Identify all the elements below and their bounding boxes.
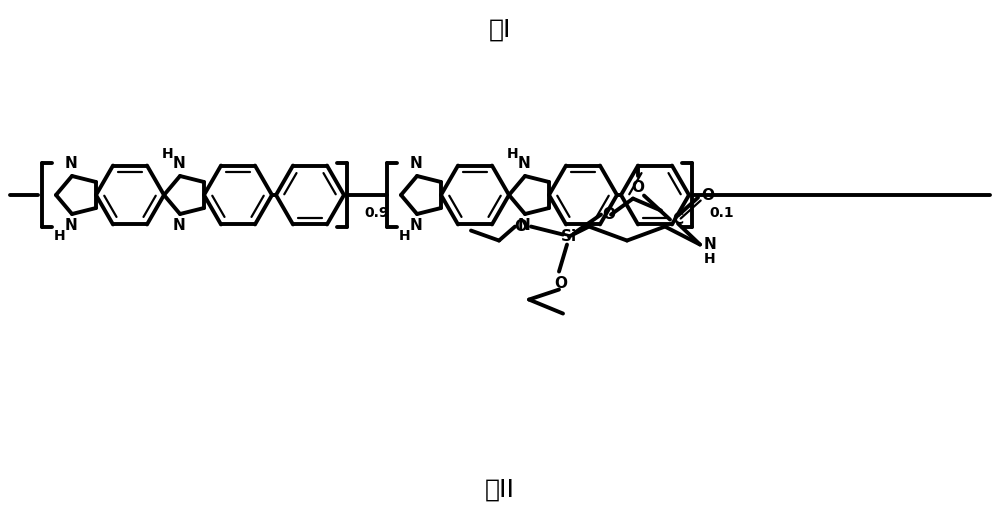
Text: 式I: 式I bbox=[489, 18, 511, 42]
Text: N: N bbox=[173, 156, 185, 172]
Text: H: H bbox=[54, 229, 66, 243]
Text: 式II: 式II bbox=[485, 478, 515, 502]
Text: N: N bbox=[65, 156, 77, 172]
Text: O: O bbox=[554, 276, 568, 291]
Text: 0.1: 0.1 bbox=[709, 206, 734, 220]
Text: N: N bbox=[704, 237, 716, 252]
Text: H: H bbox=[399, 229, 411, 243]
Text: H: H bbox=[162, 147, 174, 161]
Text: H: H bbox=[507, 147, 519, 161]
Text: N: N bbox=[518, 218, 530, 233]
Text: N: N bbox=[518, 156, 530, 172]
Text: O: O bbox=[602, 207, 616, 222]
Text: N: N bbox=[173, 218, 185, 233]
Text: O: O bbox=[632, 180, 644, 195]
Text: N: N bbox=[410, 156, 422, 172]
Text: H: H bbox=[704, 251, 716, 266]
Text: N: N bbox=[410, 218, 422, 233]
Text: C: C bbox=[672, 212, 684, 227]
Text: O: O bbox=[514, 219, 528, 234]
Text: 0.9: 0.9 bbox=[364, 206, 388, 220]
Text: N: N bbox=[65, 218, 77, 233]
Text: O: O bbox=[702, 188, 714, 203]
Text: Si: Si bbox=[561, 229, 577, 244]
